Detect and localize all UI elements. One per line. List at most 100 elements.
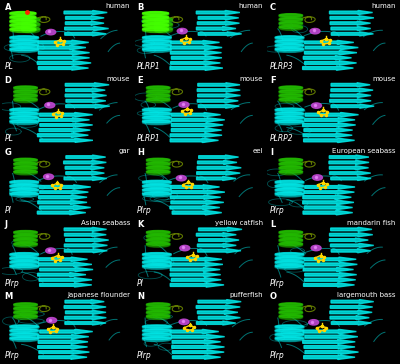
FancyArrow shape bbox=[171, 335, 225, 339]
Ellipse shape bbox=[10, 257, 38, 261]
FancyArrow shape bbox=[303, 66, 354, 70]
Ellipse shape bbox=[142, 264, 171, 268]
Ellipse shape bbox=[142, 16, 169, 19]
FancyArrow shape bbox=[66, 155, 106, 159]
Ellipse shape bbox=[142, 193, 171, 197]
FancyArrow shape bbox=[65, 32, 106, 36]
FancyArrow shape bbox=[329, 166, 368, 170]
Text: yellow catfish: yellow catfish bbox=[215, 220, 263, 226]
FancyArrow shape bbox=[330, 21, 370, 25]
FancyArrow shape bbox=[304, 257, 356, 261]
Ellipse shape bbox=[142, 36, 171, 39]
Text: PLRP3: PLRP3 bbox=[270, 62, 294, 71]
FancyArrow shape bbox=[199, 238, 239, 242]
Text: PLRP1: PLRP1 bbox=[137, 62, 161, 71]
FancyArrow shape bbox=[198, 16, 239, 20]
Ellipse shape bbox=[142, 112, 171, 117]
FancyArrow shape bbox=[37, 61, 91, 65]
Ellipse shape bbox=[146, 304, 170, 308]
Ellipse shape bbox=[142, 48, 171, 51]
FancyArrow shape bbox=[65, 21, 104, 25]
FancyArrow shape bbox=[198, 94, 240, 98]
Ellipse shape bbox=[279, 242, 302, 245]
FancyArrow shape bbox=[64, 177, 107, 181]
Ellipse shape bbox=[10, 181, 38, 185]
Text: human: human bbox=[106, 3, 130, 9]
Ellipse shape bbox=[146, 238, 170, 241]
Ellipse shape bbox=[275, 265, 304, 269]
Ellipse shape bbox=[279, 303, 302, 306]
Circle shape bbox=[45, 103, 55, 108]
Ellipse shape bbox=[10, 261, 38, 265]
Ellipse shape bbox=[275, 264, 304, 268]
FancyArrow shape bbox=[198, 249, 241, 253]
FancyArrow shape bbox=[304, 118, 355, 122]
FancyArrow shape bbox=[331, 321, 372, 325]
Ellipse shape bbox=[279, 25, 302, 28]
FancyArrow shape bbox=[304, 283, 354, 287]
Ellipse shape bbox=[14, 311, 37, 316]
Ellipse shape bbox=[22, 27, 40, 31]
Ellipse shape bbox=[146, 94, 170, 99]
FancyArrow shape bbox=[305, 350, 358, 354]
Ellipse shape bbox=[146, 239, 170, 243]
Ellipse shape bbox=[275, 257, 304, 260]
Text: A: A bbox=[5, 3, 11, 12]
Ellipse shape bbox=[279, 14, 302, 19]
Text: B: B bbox=[137, 3, 144, 12]
Ellipse shape bbox=[14, 303, 37, 306]
Circle shape bbox=[309, 320, 319, 325]
Ellipse shape bbox=[142, 36, 171, 41]
FancyArrow shape bbox=[198, 228, 242, 232]
FancyArrow shape bbox=[170, 283, 224, 287]
FancyArrow shape bbox=[304, 138, 354, 143]
Ellipse shape bbox=[142, 253, 171, 256]
Ellipse shape bbox=[10, 20, 36, 23]
Ellipse shape bbox=[14, 234, 37, 238]
Ellipse shape bbox=[275, 36, 304, 39]
FancyArrow shape bbox=[171, 56, 222, 60]
FancyArrow shape bbox=[331, 88, 373, 92]
Text: Plrp: Plrp bbox=[137, 206, 152, 215]
FancyArrow shape bbox=[196, 233, 236, 237]
FancyArrow shape bbox=[170, 51, 222, 55]
Ellipse shape bbox=[146, 307, 170, 312]
Ellipse shape bbox=[275, 48, 304, 51]
FancyArrow shape bbox=[66, 310, 106, 314]
Ellipse shape bbox=[14, 235, 37, 240]
FancyArrow shape bbox=[39, 257, 88, 261]
Ellipse shape bbox=[146, 170, 170, 173]
Ellipse shape bbox=[142, 333, 171, 336]
Ellipse shape bbox=[142, 337, 171, 340]
Text: O: O bbox=[270, 292, 277, 301]
Ellipse shape bbox=[146, 235, 170, 240]
Ellipse shape bbox=[10, 257, 38, 260]
FancyArrow shape bbox=[40, 268, 93, 272]
Ellipse shape bbox=[142, 189, 171, 193]
FancyArrow shape bbox=[170, 262, 223, 266]
Text: largemouth bass: largemouth bass bbox=[337, 292, 395, 298]
Ellipse shape bbox=[146, 90, 170, 93]
Text: human: human bbox=[238, 3, 263, 9]
Ellipse shape bbox=[275, 120, 304, 125]
Text: gar: gar bbox=[118, 148, 130, 154]
FancyArrow shape bbox=[65, 83, 109, 87]
Ellipse shape bbox=[142, 12, 169, 16]
FancyArrow shape bbox=[196, 11, 240, 15]
FancyArrow shape bbox=[40, 329, 93, 334]
Ellipse shape bbox=[142, 44, 171, 48]
Ellipse shape bbox=[10, 112, 38, 115]
FancyArrow shape bbox=[39, 350, 89, 354]
FancyArrow shape bbox=[66, 16, 104, 20]
Ellipse shape bbox=[154, 18, 172, 23]
FancyArrow shape bbox=[304, 205, 353, 210]
FancyArrow shape bbox=[171, 128, 222, 132]
FancyArrow shape bbox=[66, 99, 106, 103]
Ellipse shape bbox=[279, 310, 302, 314]
FancyArrow shape bbox=[304, 190, 354, 194]
Text: D: D bbox=[5, 76, 12, 84]
FancyArrow shape bbox=[331, 27, 371, 31]
Ellipse shape bbox=[142, 261, 171, 264]
FancyArrow shape bbox=[197, 177, 236, 181]
FancyArrow shape bbox=[65, 166, 104, 170]
